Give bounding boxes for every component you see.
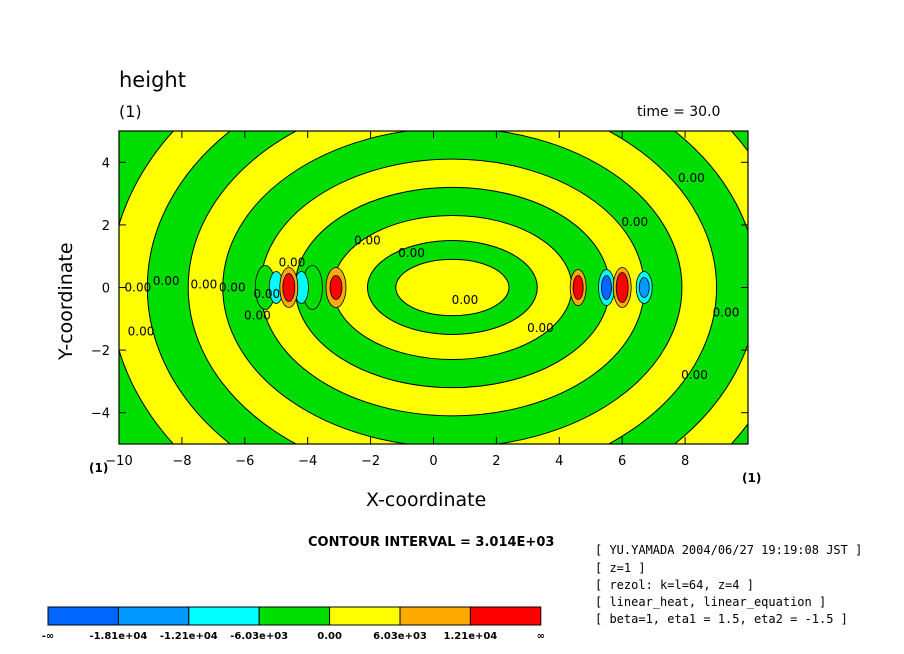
colorbar-label: 1.21e+04 [444, 631, 498, 642]
contour-label: 0.00 [244, 309, 271, 323]
contour-label: 0.00 [219, 281, 246, 295]
wave-packet-cell [282, 273, 296, 302]
contour-label: 0.00 [191, 277, 218, 291]
contour-label: 0.00 [279, 255, 306, 269]
colorbar-swatch [117, 606, 190, 626]
colorbar-swatch [47, 606, 119, 626]
x-tick-label: 8 [681, 454, 689, 469]
chart-title: height [119, 68, 186, 92]
axes: −10 −8 −6 −4 −2 0 2 4 6 8 −4 −2 0 2 4 [91, 131, 748, 469]
colorbar-label: -6.03e+03 [230, 631, 288, 642]
y-tick-label: 0 [102, 282, 110, 297]
colorbar-label: 0.00 [317, 631, 342, 642]
contour-label: 0.00 [253, 287, 280, 301]
colorbar-label: -∞ [42, 631, 54, 642]
contour-label: 0.00 [452, 293, 479, 307]
colorbar-label: -1.21e+04 [160, 631, 218, 642]
contour-label: 0.00 [354, 234, 381, 248]
wave-packet-cell [601, 275, 612, 300]
y-tick-label: −4 [91, 407, 110, 422]
x-tick-label: −8 [172, 454, 191, 469]
contour-label: 0.00 [678, 171, 705, 185]
x-unit-left: (1) [89, 461, 109, 475]
wave-packet-cell [329, 275, 343, 300]
contour-label: 0.00 [621, 215, 648, 229]
colorbar-swatch [329, 606, 401, 626]
x-tick-label: −2 [361, 454, 380, 469]
colorbar-label: ∞ [537, 631, 545, 642]
wave-packet-cell [638, 277, 650, 298]
y-tick-label: 2 [102, 219, 110, 234]
contour-label: 0.00 [527, 321, 554, 335]
colorbar-swatch [399, 606, 471, 626]
contour-interval-text: CONTOUR INTERVAL = 3.014E+03 [308, 535, 555, 550]
colorbar-swatch [258, 606, 331, 626]
info-line-params: [ beta=1, eta1 = 1.5, eta2 = -1.5 ] [595, 612, 848, 626]
colorbar-swatch [188, 606, 260, 626]
x-tick-label: 4 [555, 454, 563, 469]
unit-label-top: (1) [119, 102, 142, 121]
time-label: time = 30.0 [637, 104, 721, 120]
x-axis-label: X-coordinate [366, 489, 487, 511]
x-unit-right: (1) [742, 471, 762, 485]
contour-field [119, 131, 748, 444]
contour-label: 0.00 [153, 274, 180, 288]
contour-label: 0.00 [681, 368, 708, 382]
contour-label: 0.00 [125, 281, 152, 295]
info-line-rezol: [ rezol: k=l=64, z=4 ] [595, 578, 754, 592]
wave-packet-cell [572, 275, 584, 300]
colorbar-label: 6.03e+03 [373, 631, 427, 642]
info-line-model: [ linear_heat, linear_equation ] [595, 595, 827, 609]
colorbar-label: -1.81e+04 [89, 631, 147, 642]
x-tick-label: −10 [105, 454, 132, 469]
x-tick-label: 6 [618, 454, 626, 469]
contour-band [395, 258, 510, 317]
y-tick-label: −2 [91, 344, 110, 359]
y-axis-label: Y-coordinate [55, 242, 77, 360]
x-tick-label: 0 [429, 454, 437, 469]
colorbar-swatch [469, 606, 542, 626]
wave-packet-cell [615, 272, 629, 303]
contour-labels: 0.00 0.00 0.00 0.000.000.000.000.000.000.00… [125, 171, 740, 382]
contour-label: 0.00 [128, 324, 155, 338]
colorbar: -∞ -1.81e+04 -1.21e+04 -6.03e+03 0.00 6.03e+0… [42, 606, 545, 642]
y-tick-label: 4 [102, 156, 110, 171]
x-tick-label: 2 [492, 454, 500, 469]
contour-label: 0.00 [713, 306, 740, 320]
info-line-z: [ z=1 ] [595, 561, 646, 575]
contour-label: 0.00 [398, 246, 425, 260]
x-tick-label: −4 [298, 454, 317, 469]
info-line-author: [ YU.YAMADA 2004/06/27 19:19:08 JST ] [595, 543, 863, 557]
x-tick-label: −6 [235, 454, 254, 469]
